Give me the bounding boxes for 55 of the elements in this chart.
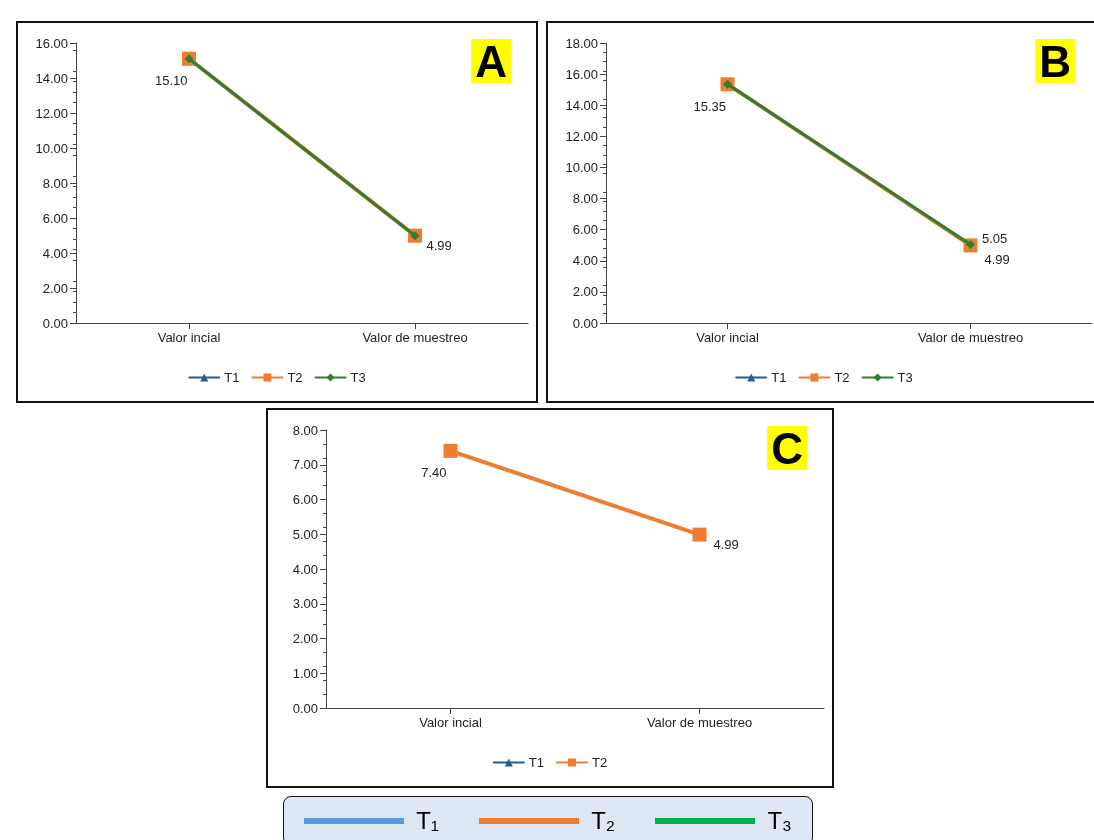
x-tick-label: Valor incial [157,330,221,345]
legend-label: T1 [224,370,240,385]
y-tick-label: 12.00 [565,128,598,144]
y-tick-label: 5.00 [292,526,318,542]
y-tick-label: 2.00 [572,284,598,300]
legend-label: T3 [350,370,366,385]
legend-label: T2 [287,370,303,385]
data-label: 7.40 [421,465,447,481]
chart-title: C [771,423,804,473]
y-tick-label: 14.00 [35,70,68,86]
y-tick-label: 2.00 [292,631,318,646]
data-label: 4.99 [984,251,1010,267]
y-tick-label: 6.00 [572,222,598,238]
legend-label: T₁ [416,807,439,835]
y-tick-label: 2.00 [42,280,68,296]
x-tick-label: Valor incial [696,330,759,345]
data-label: 15.35 [693,98,726,114]
data-label: 5.05 [982,230,1008,246]
y-tick-label: 8.00 [42,175,68,191]
x-tick-label: Valor de muestreo [917,330,1024,345]
y-tick-label: 8.00 [292,422,318,438]
y-tick-label: 7.00 [292,457,318,473]
y-tick-label: 4.00 [572,253,598,269]
y-tick-label: 16.00 [35,35,68,51]
data-label: 4.99 [713,537,739,553]
y-tick-label: 0.00 [42,315,68,331]
y-tick-label: 0.00 [292,700,318,716]
y-tick-label: 6.00 [42,210,68,226]
y-tick-label: 16.00 [565,66,598,82]
y-tick-label: 1.00 [292,665,318,681]
data-label: 4.99 [426,238,452,254]
chart-title: B [1039,36,1072,86]
y-tick-label: 6.00 [292,492,318,507]
x-tick-label: Valor de muestreo [646,715,753,730]
y-tick-label: 10.00 [35,140,68,156]
data-label: 15.10 [154,73,188,89]
y-tick-label: 14.00 [565,97,598,113]
legend-label: T2 [592,755,608,770]
y-tick-label: 12.00 [35,105,68,121]
y-tick-label: 3.00 [292,596,318,612]
legend-label: T3 [897,370,913,385]
legend-label: T1 [771,370,787,385]
y-tick-label: 8.00 [572,191,598,207]
x-tick-label: Valor de muestreo [362,330,468,345]
y-tick-label: 4.00 [292,561,318,577]
legend-label: T₂ [591,807,616,835]
y-tick-label: 18.00 [565,35,598,51]
legend-label: T1 [528,755,544,770]
y-tick-label: 10.00 [565,159,598,175]
y-tick-label: 0.00 [572,315,598,331]
x-tick-label: Valor incial [419,715,482,730]
y-tick-label: 4.00 [42,245,68,261]
legend-label: T2 [834,370,850,385]
legend-label: T₃ [767,807,792,835]
chart-title: A [475,36,508,86]
